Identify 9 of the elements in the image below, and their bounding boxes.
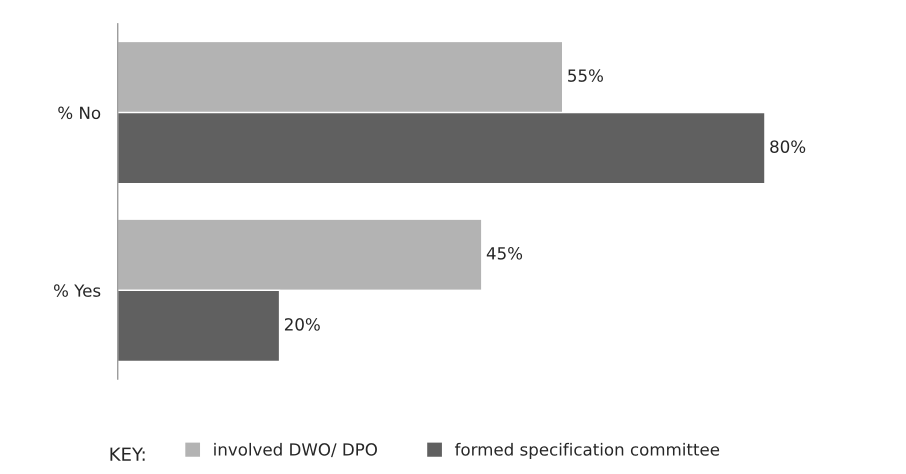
legend-title: KEY: [110,448,145,461]
data-label: 55% [568,69,603,82]
data-label: 20% [284,318,320,331]
y-tick-label: % Yes [54,284,100,297]
legend-label: involved DWO/ DPO [214,442,377,458]
legend-label: formed specification committee [454,442,720,459]
data-label: 80% [770,140,806,153]
y-tick-label: % No [58,106,100,120]
data-label: 45% [486,247,522,260]
